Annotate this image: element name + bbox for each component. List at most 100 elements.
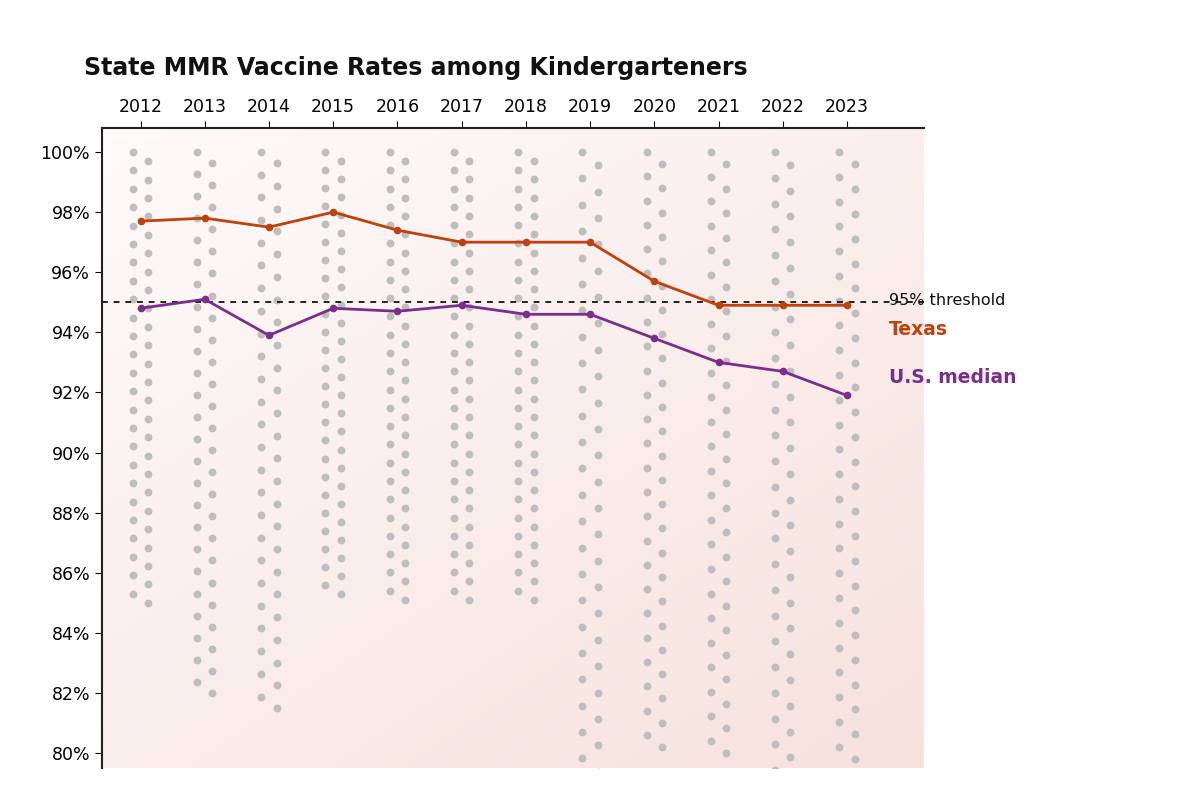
Point	[187, 433, 206, 446]
Point	[444, 146, 463, 158]
Point	[460, 154, 479, 167]
Point	[766, 764, 785, 777]
Point	[524, 246, 544, 259]
Point	[716, 256, 736, 269]
Point	[331, 299, 350, 312]
Point	[716, 403, 736, 416]
Point	[139, 430, 158, 443]
Point	[268, 316, 287, 329]
Point	[380, 584, 400, 597]
Point	[524, 520, 544, 533]
Point	[187, 344, 206, 357]
Point	[203, 554, 222, 567]
Point	[637, 655, 656, 668]
Point	[187, 631, 206, 644]
Point	[701, 415, 720, 428]
Point	[124, 440, 143, 453]
Point	[380, 146, 400, 158]
Point	[331, 190, 350, 203]
Point	[524, 410, 544, 423]
Point	[316, 470, 335, 483]
Point	[124, 366, 143, 379]
Point	[829, 418, 848, 431]
Point	[268, 293, 287, 306]
Point	[187, 565, 206, 578]
Point	[588, 422, 607, 435]
Point	[766, 454, 785, 467]
Point	[460, 502, 479, 514]
Point	[396, 356, 415, 369]
Point	[444, 237, 463, 250]
Point	[509, 346, 528, 359]
Point	[829, 518, 848, 530]
Point	[268, 542, 287, 555]
Point	[444, 474, 463, 487]
Point	[653, 425, 672, 438]
Point	[444, 164, 463, 177]
Point	[509, 420, 528, 433]
Point	[716, 673, 736, 686]
Point	[572, 383, 592, 396]
Point	[845, 703, 864, 716]
Point	[203, 289, 222, 302]
Point	[701, 244, 720, 257]
Point	[701, 710, 720, 722]
Point	[331, 425, 350, 438]
Point	[701, 465, 720, 478]
Point	[187, 168, 206, 181]
Point	[701, 170, 720, 183]
Point	[588, 317, 607, 330]
Point	[766, 249, 785, 262]
Point	[252, 282, 271, 294]
Point	[829, 666, 848, 678]
Point	[380, 310, 400, 323]
Point	[766, 197, 785, 210]
Point	[124, 477, 143, 490]
Point	[766, 686, 785, 699]
Point	[766, 378, 785, 390]
Point	[701, 293, 720, 306]
Point	[444, 201, 463, 214]
Point	[588, 290, 607, 303]
Point	[701, 562, 720, 575]
Point	[588, 185, 607, 198]
Point	[588, 475, 607, 488]
Point	[653, 182, 672, 195]
Point	[829, 715, 848, 728]
Point	[316, 380, 335, 393]
Point	[187, 654, 206, 666]
Point	[396, 520, 415, 533]
Point	[829, 641, 848, 654]
Point	[509, 383, 528, 396]
Point	[187, 234, 206, 246]
Point	[716, 305, 736, 318]
Point	[187, 256, 206, 269]
Point	[637, 437, 656, 450]
Point	[845, 554, 864, 567]
Point	[845, 331, 864, 344]
Point	[572, 594, 592, 606]
Point	[268, 248, 287, 261]
Point	[252, 236, 271, 249]
Point	[331, 515, 350, 528]
Point	[139, 467, 158, 480]
Point	[845, 182, 864, 195]
Point	[460, 520, 479, 533]
Point	[766, 403, 785, 416]
Text: 95% threshold: 95% threshold	[889, 294, 1006, 308]
Point	[268, 270, 287, 283]
Point	[716, 624, 736, 637]
Point	[653, 328, 672, 341]
Point	[509, 164, 528, 177]
Point	[316, 398, 335, 411]
Point	[524, 173, 544, 186]
Point	[396, 594, 415, 606]
Point	[653, 376, 672, 389]
Point	[316, 200, 335, 213]
Point	[444, 402, 463, 414]
Point	[716, 526, 736, 538]
Point	[524, 282, 544, 295]
Point	[396, 282, 415, 295]
Point	[252, 350, 271, 362]
Point	[460, 301, 479, 314]
